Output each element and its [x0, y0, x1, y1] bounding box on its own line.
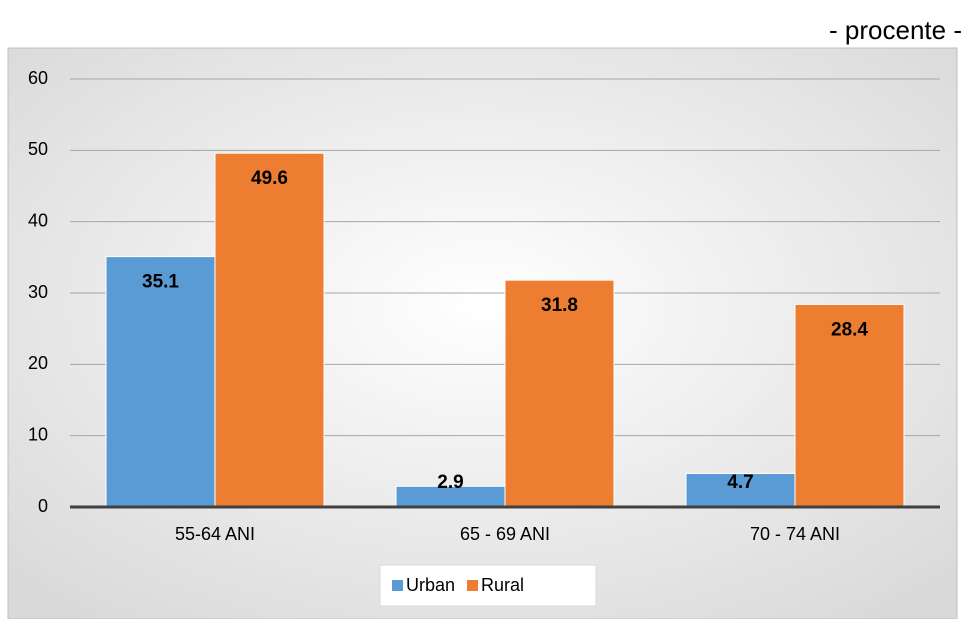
- y-tick-label: 40: [28, 210, 48, 230]
- x-tick-label: 70 - 74 ANI: [750, 524, 840, 544]
- x-tick-label: 65 - 69 ANI: [460, 524, 550, 544]
- y-tick-label: 20: [28, 353, 48, 373]
- bar: [685, 472, 796, 508]
- data-label: 28.4: [831, 319, 868, 340]
- legend-swatch: [392, 580, 403, 591]
- y-tick-label: 30: [28, 282, 48, 302]
- legend-label: Urban: [406, 575, 455, 595]
- bar: [794, 303, 905, 508]
- data-label: 35.1: [142, 272, 179, 293]
- data-label: 4.7: [727, 472, 753, 493]
- data-label: 31.8: [541, 295, 578, 316]
- legend-box: [379, 564, 597, 607]
- subtitle: - procente -: [829, 15, 962, 45]
- data-label: 2.9: [437, 472, 463, 493]
- x-tick-label: 55-64 ANI: [175, 524, 255, 544]
- y-tick-label: 0: [38, 496, 48, 516]
- y-tick-label: 10: [28, 424, 48, 444]
- bar: [504, 279, 615, 508]
- bar: [214, 152, 325, 508]
- bar: [105, 256, 216, 508]
- y-tick-label: 60: [28, 68, 48, 88]
- legend-swatch: [467, 580, 479, 591]
- data-label: 49.6: [251, 168, 288, 189]
- y-tick-label: 50: [28, 139, 48, 159]
- legend-label: Rural: [481, 575, 524, 595]
